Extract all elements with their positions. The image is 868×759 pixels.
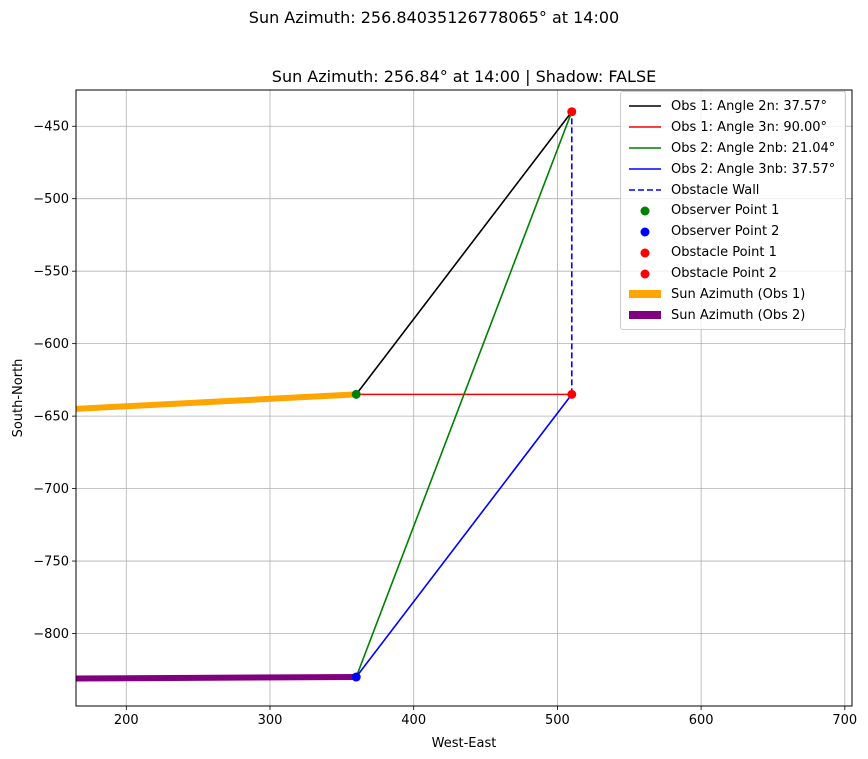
- legend-item-obstacle-point-1: Obstacle Point 1: [627, 242, 839, 263]
- x-tick-label: 500: [545, 713, 570, 728]
- x-tick-label: 400: [401, 713, 426, 728]
- legend-swatch: [629, 126, 661, 129]
- figure-suptitle: Sun Azimuth: 256.84035126778065° at 14:0…: [248, 8, 620, 27]
- legend-label: Observer Point 1: [671, 203, 780, 219]
- legend-label: Sun Azimuth (Obs 1): [671, 286, 806, 302]
- plot-frame: [75, 89, 853, 707]
- y-tick-label: −650: [33, 410, 69, 425]
- series-sun-azimuth-obs-2: [76, 674, 357, 682]
- series-obs-2-angle-3nb-37-57: [355, 393, 573, 678]
- legend-item-obs-1-angle-3n-90-00: Obs 1: Angle 3n: 90.00°: [627, 117, 839, 138]
- legend-swatch: [629, 168, 661, 170]
- legend-item-obstacle-point-2: Obstacle Point 2: [627, 263, 839, 284]
- legend-swatch: [629, 290, 661, 299]
- legend-label: Obstacle Point 2: [671, 266, 777, 282]
- legend-label: Obs 2: Angle 3nb: 37.57°: [671, 161, 836, 177]
- legend-swatch: [629, 311, 661, 320]
- series-obs-2-angle-2nb-21-04: [355, 111, 573, 678]
- legend-item-obs-2-angle-3nb-37-57: Obs 2: Angle 3nb: 37.57°: [627, 159, 839, 180]
- legend-item-sun-azimuth-obs-1: Sun Azimuth (Obs 1): [627, 284, 839, 305]
- y-tick-label: −600: [33, 337, 69, 352]
- series-sun-azimuth-obs-1: [76, 391, 357, 412]
- legend-swatch: [640, 227, 650, 237]
- x-tick-label: 700: [832, 713, 857, 728]
- series-obs-1-angle-2n-37-57: [355, 111, 573, 395]
- x-tick-label: 300: [258, 713, 283, 728]
- legend-label: Obs 1: Angle 3n: 90.00°: [671, 119, 828, 135]
- legend-label: Obs 2: Angle 2nb: 21.04°: [671, 140, 836, 156]
- x-tick-label: 600: [689, 713, 714, 728]
- legend-item-obs-1-angle-2n-37-57: Obs 1: Angle 2n: 37.57°: [627, 96, 839, 117]
- x-axis-label: West-East: [432, 736, 497, 751]
- legend-swatch: [629, 105, 661, 108]
- point-obstacle-point-2: [567, 389, 577, 399]
- legend-label: Obs 1: Angle 2n: 37.57°: [671, 98, 828, 114]
- y-tick-label: −450: [33, 120, 69, 135]
- legend: Obs 1: Angle 2n: 37.57° Obs 1: Angle 3n: …: [620, 91, 846, 330]
- point-obstacle-point-1: [567, 107, 577, 117]
- legend-label: Obstacle Wall: [671, 182, 760, 198]
- legend-swatch: [640, 206, 650, 216]
- legend-item-obstacle-wall: Obstacle Wall: [627, 180, 839, 201]
- x-tick-label: 200: [114, 713, 139, 728]
- axis-ticks: 200 300 400 500 600 700 −450 −500 −550 −600 −650 −7…: [33, 120, 857, 728]
- legend-swatch: [640, 269, 650, 279]
- y-tick-label: −800: [33, 627, 69, 642]
- grid-lines: [76, 90, 852, 706]
- legend-item-obs-2-angle-2nb-21-04: Obs 2: Angle 2nb: 21.04°: [627, 138, 839, 159]
- legend-swatch: [629, 147, 661, 150]
- legend-swatch: [640, 248, 650, 258]
- legend-label: Observer Point 2: [671, 224, 780, 240]
- series-layer: [76, 107, 577, 682]
- y-tick-label: −700: [33, 482, 69, 497]
- legend-swatch: [629, 189, 661, 191]
- legend-label: Obstacle Point 1: [671, 245, 777, 261]
- legend-label: Sun Azimuth (Obs 2): [671, 307, 806, 323]
- y-tick-label: −500: [33, 192, 69, 207]
- legend-item-observer-point-1: Observer Point 1: [627, 200, 839, 221]
- y-tick-label: −550: [33, 265, 69, 280]
- point-observer-point-1: [351, 389, 361, 399]
- point-observer-point-2: [351, 672, 361, 682]
- y-axis-label: South-North: [11, 359, 26, 438]
- chart-title: Sun Azimuth: 256.84° at 14:00 | Shadow: …: [272, 67, 656, 86]
- legend-item-observer-point-2: Observer Point 2: [627, 221, 839, 242]
- y-tick-label: −750: [33, 555, 69, 570]
- legend-item-sun-azimuth-obs-2: Sun Azimuth (Obs 2): [627, 305, 839, 326]
